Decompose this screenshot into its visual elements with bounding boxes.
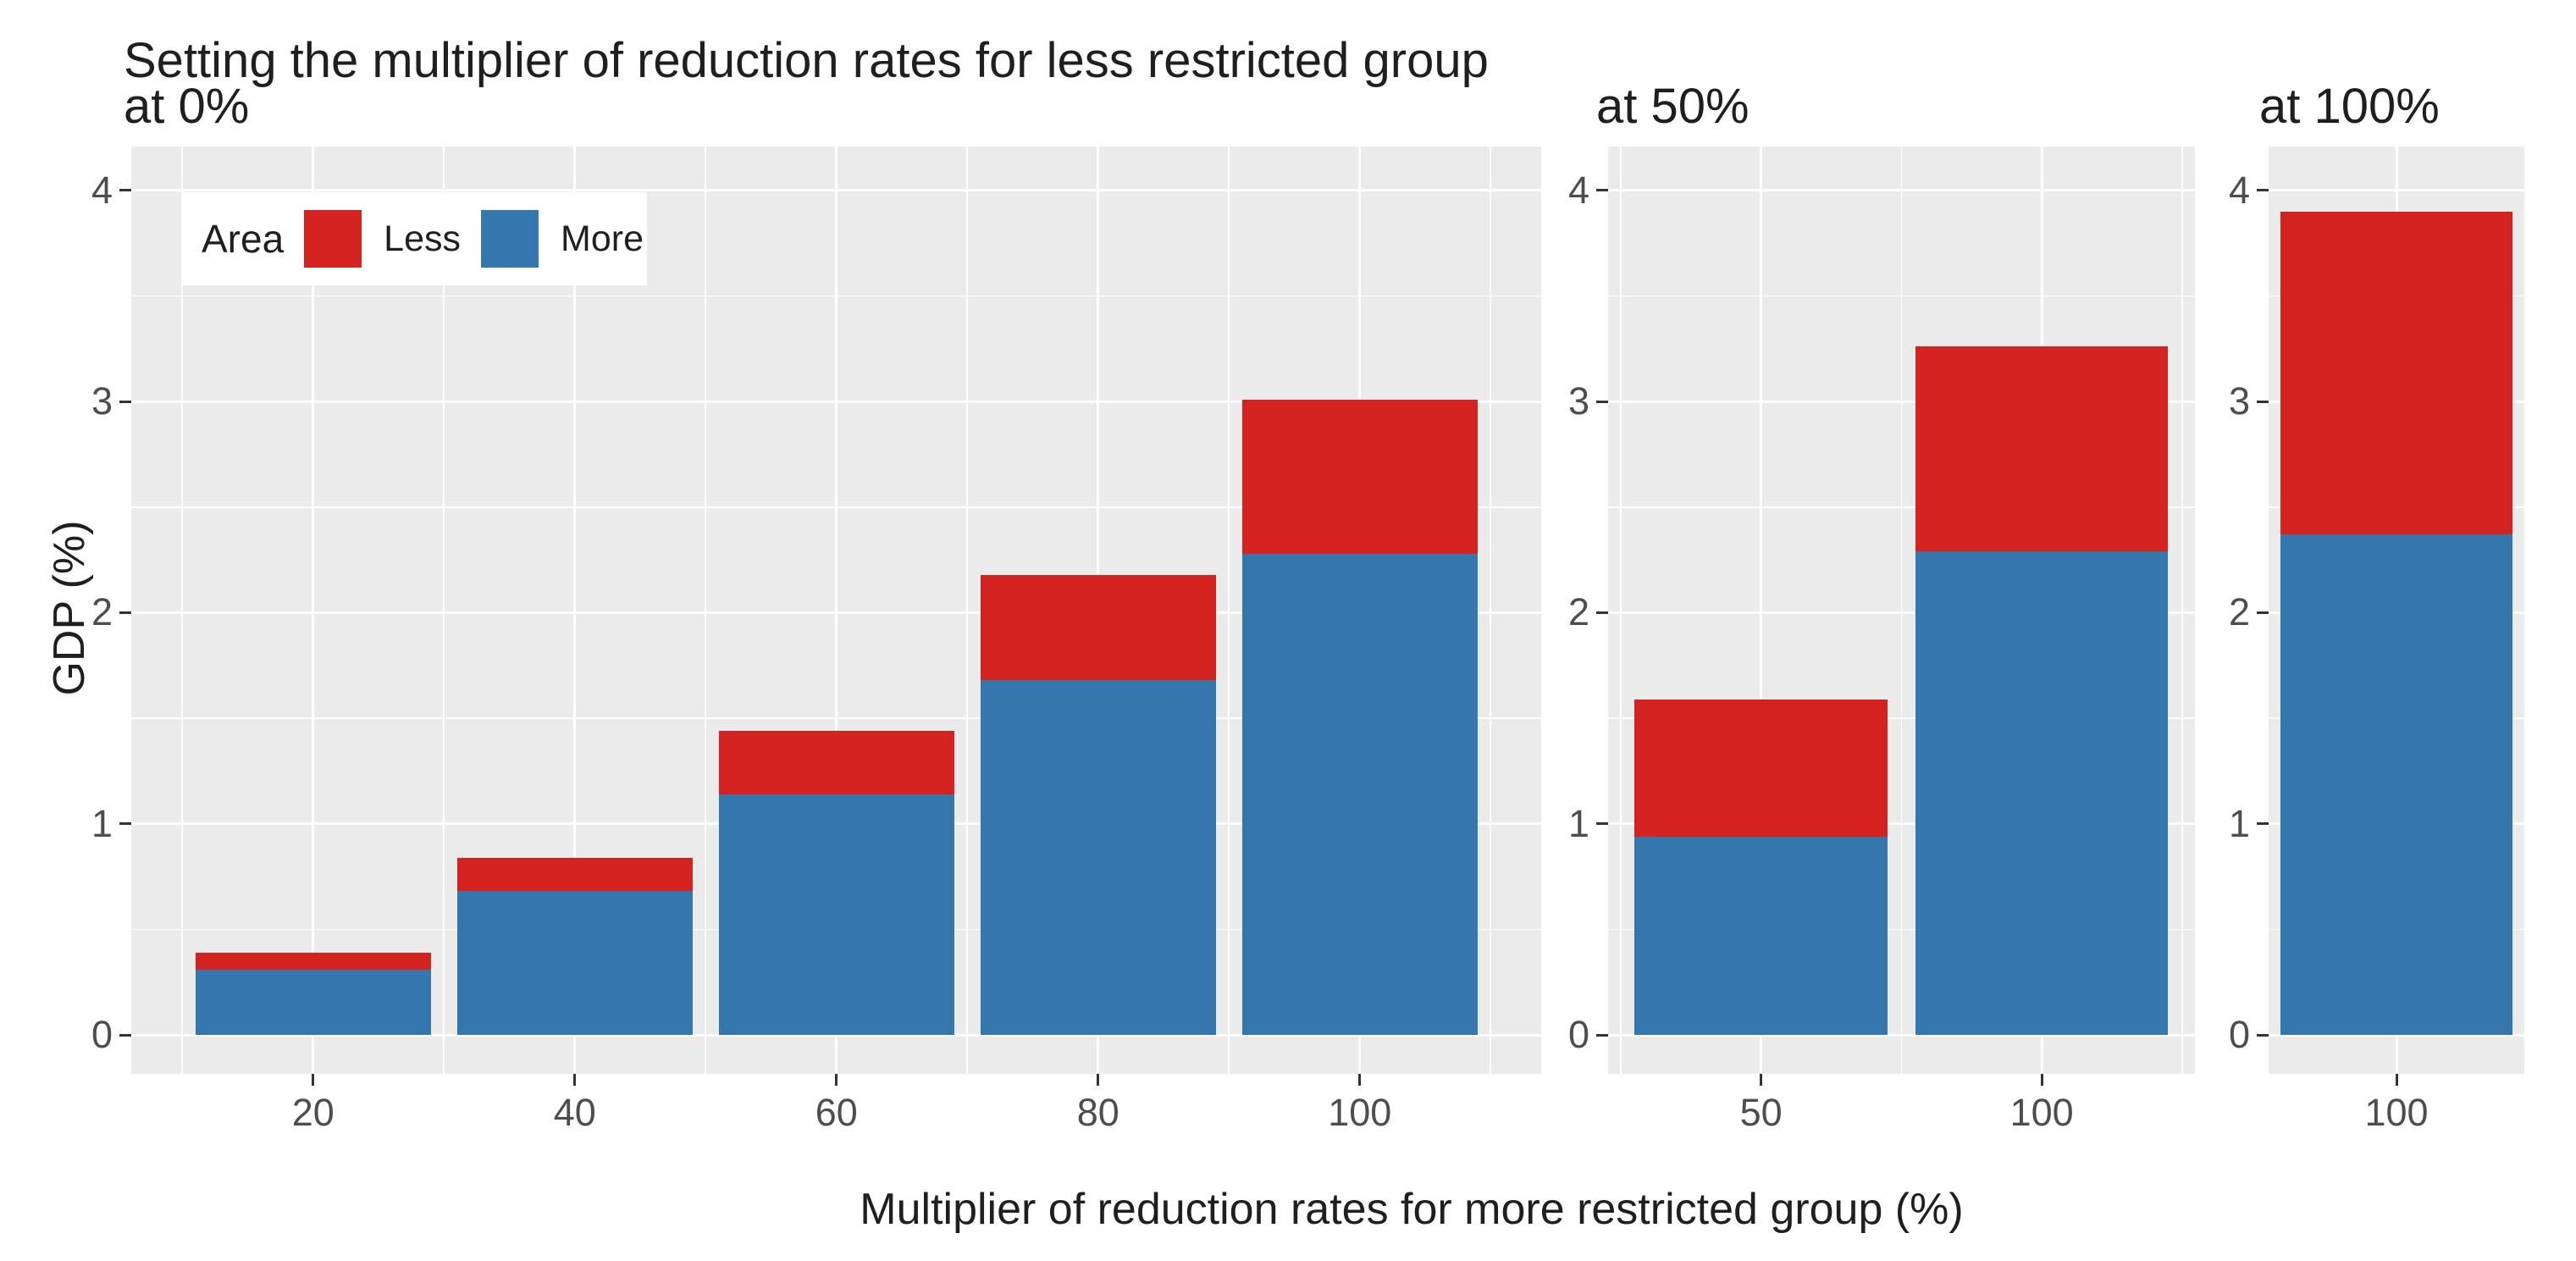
y-tick-mark: [119, 611, 131, 614]
bar-segment-more: [2280, 534, 2513, 1035]
x-tick-mark: [573, 1074, 577, 1086]
gridline-minor-v: [443, 147, 445, 1074]
bar-segment-less: [2280, 211, 2513, 535]
gridline-minor-v: [1900, 147, 1903, 1074]
gridline-major-v: [1760, 147, 1763, 1074]
y-tick-label: 1: [2228, 801, 2250, 845]
x-tick-mark: [1760, 1074, 1763, 1086]
y-tick-label: 2: [91, 590, 113, 634]
x-axis-title: Multiplier of reduction rates for more r…: [860, 1185, 1964, 1234]
x-tick-label: 100: [1328, 1091, 1392, 1134]
gridline-minor-v: [2524, 147, 2527, 1074]
facet-label-at-50: at 50%: [1596, 79, 1750, 134]
legend-swatch-more-icon: [481, 210, 539, 268]
gridline-minor-v: [2266, 147, 2269, 1074]
facet-label-at-100: at 100%: [2259, 79, 2440, 134]
y-tick-label: 4: [2228, 168, 2250, 212]
gridline-major-v: [312, 147, 315, 1074]
gridline-minor-v: [181, 147, 184, 1074]
y-tick-mark: [119, 822, 131, 826]
y-tick-mark: [1596, 611, 1608, 614]
y-tick-label: 1: [1567, 801, 1589, 845]
legend-swatch-less-icon: [304, 210, 362, 268]
bar-segment-more: [456, 891, 693, 1035]
x-tick-label: 50: [1739, 1091, 1783, 1134]
x-tick-mark: [1358, 1074, 1362, 1086]
bar-segment-less: [1915, 346, 2169, 552]
bar-segment-more: [718, 794, 954, 1035]
y-tick-label: 2: [1567, 590, 1589, 634]
y-tick-mark: [119, 400, 131, 403]
x-tick-label: 60: [815, 1091, 858, 1134]
gridline-major-v: [573, 147, 577, 1074]
y-tick-label: 4: [1567, 168, 1589, 212]
x-tick-mark: [2040, 1074, 2043, 1086]
bar-segment-more: [195, 969, 431, 1035]
bar-segment-less: [456, 857, 693, 892]
bar-segment-more: [980, 680, 1216, 1035]
y-tick-mark: [2257, 400, 2269, 403]
y-tick-mark: [2257, 822, 2269, 826]
bar-segment-less: [195, 952, 431, 970]
gridline-minor-v: [966, 147, 969, 1074]
gridline-minor-v: [1620, 147, 1622, 1074]
y-tick-mark: [119, 1033, 131, 1037]
bar-segment-more: [1915, 551, 2169, 1035]
gridline-minor-v: [2181, 147, 2183, 1074]
bar-segment-more: [1634, 836, 1888, 1035]
bar-segment-more: [1241, 553, 1478, 1035]
facet-label-at-0: at 0%: [124, 79, 250, 134]
x-tick-mark: [2395, 1074, 2398, 1086]
y-tick-mark: [2257, 189, 2269, 192]
y-tick-mark: [2257, 611, 2269, 614]
y-tick-mark: [1596, 822, 1608, 826]
y-tick-mark: [1596, 400, 1608, 403]
x-tick-label: 80: [1076, 1091, 1119, 1134]
legend-label-more: More: [561, 218, 644, 259]
y-tick-mark: [2257, 1033, 2269, 1037]
x-tick-mark: [835, 1074, 838, 1086]
x-tick-label: 20: [291, 1091, 334, 1134]
gridline-minor-v: [705, 147, 707, 1074]
legend-title: Area: [202, 217, 285, 261]
x-tick-label: 40: [553, 1091, 596, 1134]
y-tick-label: 0: [1567, 1013, 1589, 1056]
x-tick-label: 100: [2009, 1091, 2074, 1134]
x-tick-mark: [1097, 1074, 1100, 1086]
x-tick-mark: [312, 1074, 315, 1086]
bar-segment-less: [1241, 399, 1478, 554]
bar-segment-less: [980, 574, 1216, 681]
gridline-major-v: [835, 147, 838, 1074]
bar-segment-less: [718, 731, 954, 794]
legend-label-less: Less: [384, 218, 462, 259]
plot-panel: [2266, 147, 2527, 1074]
y-tick-label: 0: [91, 1013, 113, 1056]
y-tick-label: 3: [2228, 379, 2250, 423]
chart-title: Setting the multiplier of reduction rate…: [124, 33, 1489, 88]
legend: Area Less More: [183, 192, 647, 285]
bar-segment-less: [1634, 699, 1888, 837]
y-tick-label: 1: [91, 801, 113, 845]
y-tick-mark: [1596, 1033, 1608, 1037]
plot-panel: [131, 147, 1541, 1074]
y-tick-label: 3: [91, 379, 113, 423]
x-tick-label: 100: [2364, 1091, 2429, 1134]
gridline-minor-v: [1490, 147, 1492, 1074]
y-tick-label: 2: [2228, 590, 2250, 634]
y-tick-label: 3: [1567, 379, 1589, 423]
y-tick-mark: [1596, 189, 1608, 192]
y-tick-label: 4: [91, 168, 113, 212]
y-tick-label: 0: [2228, 1013, 2250, 1056]
y-tick-mark: [119, 189, 131, 192]
plot-panel: [1608, 147, 2195, 1074]
gridline-minor-v: [1228, 147, 1230, 1074]
